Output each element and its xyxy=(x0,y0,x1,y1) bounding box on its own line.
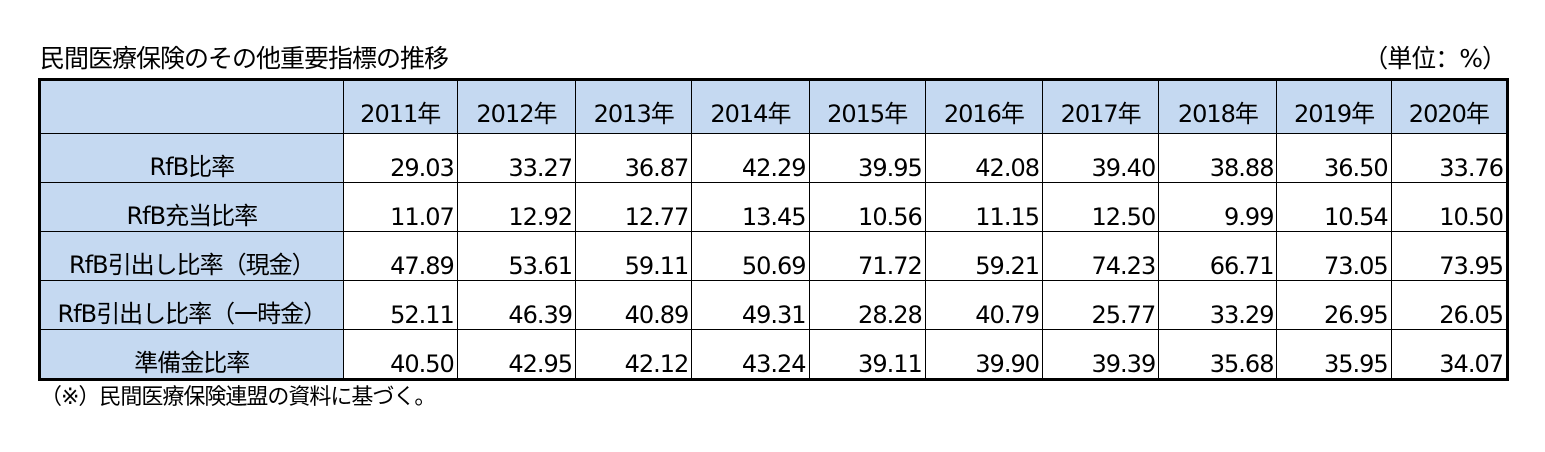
table-cell: 35.95 xyxy=(1276,329,1392,380)
table-cell: 10.50 xyxy=(1390,182,1509,232)
row-label: RfB引出し比率（一時金） xyxy=(39,280,344,330)
table-cell: 40.50 xyxy=(342,329,458,380)
table-cell: 9.99 xyxy=(1158,182,1278,232)
table-cell: 47.89 xyxy=(342,231,458,281)
table-title: 民間医療保険のその他重要指標の推移 xyxy=(40,44,449,73)
table-cell: 12.50 xyxy=(1041,182,1160,232)
table-cell: 11.07 xyxy=(342,182,458,232)
table-cell: 52.11 xyxy=(342,280,458,330)
table-cell: 36.87 xyxy=(575,133,693,183)
table-cell: 73.95 xyxy=(1390,231,1509,281)
table-cell: 25.77 xyxy=(1041,280,1160,330)
table-row: 準備金比率 40.50 42.95 42.12 43.24 39.11 39.9… xyxy=(39,329,1509,380)
table-cell: 28.28 xyxy=(808,280,926,330)
table-cell: 10.54 xyxy=(1276,182,1392,232)
table-cell: 59.11 xyxy=(575,231,693,281)
table-cell: 12.92 xyxy=(456,182,577,232)
year-header: 2011年 xyxy=(342,79,458,134)
table-cell: 59.21 xyxy=(924,231,1044,281)
year-header: 2013年 xyxy=(575,79,693,134)
table-cell: 34.07 xyxy=(1390,329,1509,380)
table-cell: 42.12 xyxy=(575,329,693,380)
year-header: 2016年 xyxy=(924,79,1044,134)
unit-label: （単位：%） xyxy=(1363,44,1507,73)
year-header: 2018年 xyxy=(1158,79,1278,134)
table-cell: 29.03 xyxy=(342,133,458,183)
table-cell: 39.11 xyxy=(808,329,926,380)
table-cell: 39.90 xyxy=(924,329,1044,380)
table-cell: 36.50 xyxy=(1276,133,1392,183)
table-cell: 42.29 xyxy=(691,133,810,183)
year-header: 2019年 xyxy=(1276,79,1392,134)
table-cell: 33.76 xyxy=(1390,133,1509,183)
table-cell: 42.95 xyxy=(456,329,577,380)
year-header: 2017年 xyxy=(1041,79,1160,134)
table-cell: 74.23 xyxy=(1041,231,1160,281)
table-row: RfB比率 29.03 33.27 36.87 42.29 39.95 42.0… xyxy=(39,133,1509,183)
table-cell: 49.31 xyxy=(691,280,810,330)
year-header: 2014年 xyxy=(691,79,810,134)
table-cell: 43.24 xyxy=(691,329,810,380)
table-cell: 35.68 xyxy=(1158,329,1278,380)
table-cell: 73.05 xyxy=(1276,231,1392,281)
row-label: RfB引出し比率（現金） xyxy=(39,231,344,281)
year-header: 2015年 xyxy=(808,79,926,134)
table-cell: 53.61 xyxy=(456,231,577,281)
table-row: RfB充当比率 11.07 12.92 12.77 13.45 10.56 11… xyxy=(39,182,1509,232)
corner-cell xyxy=(39,79,344,134)
table-cell: 13.45 xyxy=(691,182,810,232)
header-row: 2011年 2012年 2013年 2014年 2015年 2016年 2017… xyxy=(39,79,1509,134)
table-cell: 38.88 xyxy=(1158,133,1278,183)
table-row: RfB引出し比率（一時金） 52.11 46.39 40.89 49.31 28… xyxy=(39,280,1509,330)
table-cell: 66.71 xyxy=(1158,231,1278,281)
row-label: 準備金比率 xyxy=(39,329,344,380)
year-header: 2020年 xyxy=(1390,79,1509,134)
row-label: RfB比率 xyxy=(39,133,344,183)
table-cell: 26.95 xyxy=(1276,280,1392,330)
table-cell: 71.72 xyxy=(808,231,926,281)
source-note: （※）民間医療保険連盟の資料に基づく。 xyxy=(40,385,436,410)
table-cell: 40.89 xyxy=(575,280,693,330)
table-cell: 39.95 xyxy=(808,133,926,183)
table-cell: 11.15 xyxy=(924,182,1044,232)
table-cell: 39.40 xyxy=(1041,133,1160,183)
indicator-table: 2011年 2012年 2013年 2014年 2015年 2016年 2017… xyxy=(38,78,1509,381)
table-cell: 50.69 xyxy=(691,231,810,281)
table-cell: 33.27 xyxy=(456,133,577,183)
table-cell: 33.29 xyxy=(1158,280,1278,330)
table-cell: 42.08 xyxy=(924,133,1044,183)
table-cell: 40.79 xyxy=(924,280,1044,330)
table-row: RfB引出し比率（現金） 47.89 53.61 59.11 50.69 71.… xyxy=(39,231,1509,281)
year-header: 2012年 xyxy=(456,79,577,134)
row-label: RfB充当比率 xyxy=(39,182,344,232)
table-cell: 10.56 xyxy=(808,182,926,232)
table-cell: 46.39 xyxy=(456,280,577,330)
table-cell: 12.77 xyxy=(575,182,693,232)
table-cell: 39.39 xyxy=(1041,329,1160,380)
table-cell: 26.05 xyxy=(1390,280,1509,330)
